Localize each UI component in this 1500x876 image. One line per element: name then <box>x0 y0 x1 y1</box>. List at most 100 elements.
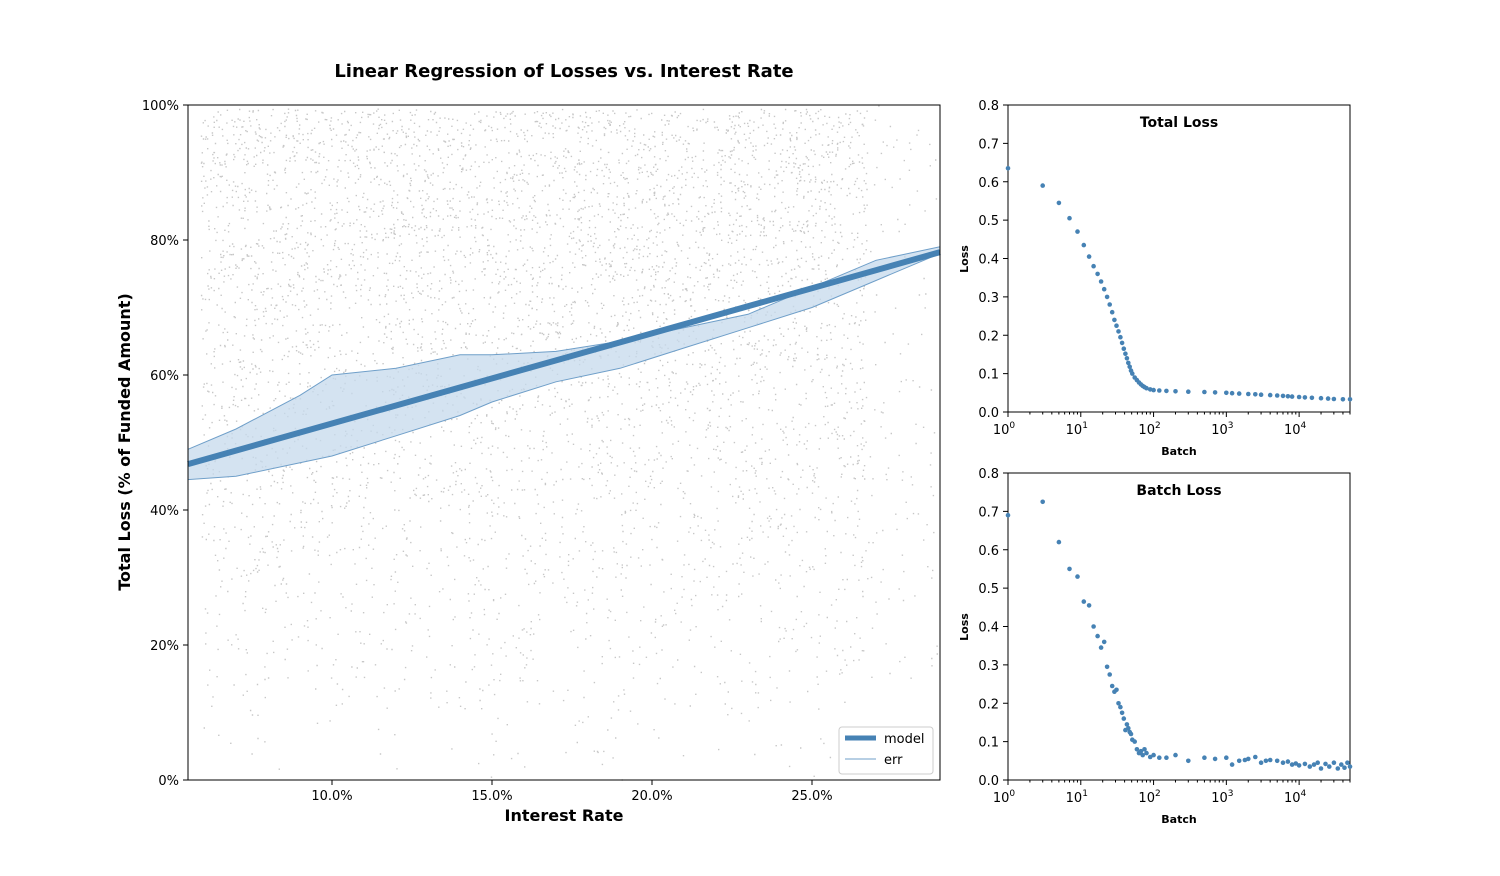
batch-loss-x-tick-label: 100 <box>993 789 1016 806</box>
total-loss-point <box>1268 393 1273 398</box>
batch-loss-point <box>1281 760 1286 765</box>
total-loss-point <box>1319 396 1324 401</box>
batch-loss-point <box>1286 759 1291 764</box>
total-loss-point <box>1290 394 1295 399</box>
batch-loss-y-tick-label: 0.3 <box>978 659 999 674</box>
batch-loss-point <box>1129 732 1134 737</box>
main-y-tick-label: 0% <box>158 774 179 789</box>
batch-loss-point <box>1105 665 1110 670</box>
total-loss-y-tick-label: 0.1 <box>978 368 999 383</box>
batch-loss-point <box>1186 759 1191 764</box>
batch-loss-point <box>1075 574 1080 579</box>
batch-loss-point <box>1040 500 1045 505</box>
total-loss-point <box>1082 243 1087 248</box>
total-loss-y-ticks: 0.00.10.20.30.40.50.60.70.8 <box>978 99 1008 421</box>
main-y-tick-label: 40% <box>150 504 179 519</box>
batch-loss-point <box>1164 755 1169 760</box>
batch-loss-x-tick-label: 104 <box>1284 789 1307 806</box>
total-loss-point <box>1332 397 1337 402</box>
batch-loss-point <box>1157 755 1162 760</box>
total-loss-y-tick-label: 0.8 <box>978 99 999 114</box>
total-loss-point <box>1125 356 1130 361</box>
total-loss-y-tick-label: 0.0 <box>978 406 999 421</box>
total-loss-point <box>1006 166 1011 171</box>
batch-loss-point <box>1144 751 1149 756</box>
batch-loss-x-tick-label: 102 <box>1138 789 1160 806</box>
total-loss-point <box>1246 392 1251 397</box>
batch-loss-point <box>1202 755 1207 760</box>
batch-loss-point <box>1102 640 1107 645</box>
total-loss-point <box>1173 389 1178 394</box>
total-loss-y-axis-label: Loss <box>958 245 971 273</box>
total-loss-point <box>1253 392 1258 397</box>
total-loss-point <box>1123 351 1128 356</box>
main-x-tick-label: 10.0% <box>311 789 352 804</box>
batch-loss-point <box>1110 684 1115 689</box>
total-loss-point <box>1107 302 1112 307</box>
batch-loss-point <box>1213 757 1218 762</box>
main-y-axis-label: Total Loss (% of Funded Amount) <box>115 293 134 591</box>
batch-loss-point <box>1006 513 1011 518</box>
batch-loss-y-axis-label: Loss <box>958 613 971 641</box>
batch-loss-point <box>1118 705 1123 710</box>
batch-loss-point <box>1259 760 1264 765</box>
total-loss-point <box>1224 391 1229 396</box>
total-loss-point <box>1114 323 1119 328</box>
total-loss-chart: Total Loss 100 101 102 103 104 0.0 0.1 0.2 0.3 0… <box>958 99 1352 458</box>
batch-loss-point <box>1230 762 1235 767</box>
total-loss-plot-frame <box>1008 105 1350 412</box>
main-y-tick-label: 20% <box>150 639 179 654</box>
batch-loss-y-tick-label: 0.4 <box>978 621 999 636</box>
batch-loss-x-axis-label: Batch <box>1161 813 1196 826</box>
batch-loss-point <box>1087 603 1092 608</box>
batch-loss-point <box>1132 739 1137 744</box>
total-loss-point <box>1110 310 1115 315</box>
total-loss-point <box>1091 264 1096 269</box>
total-loss-point <box>1112 318 1117 323</box>
total-loss-y-tick-label: 0.2 <box>978 329 999 344</box>
total-loss-point <box>1230 391 1235 396</box>
batch-loss-point <box>1268 758 1273 763</box>
batch-loss-chart: Batch Loss 100 101 102 103 104 0.00.10.20.30… <box>958 467 1352 826</box>
batch-loss-x-tick-label: 103 <box>1211 789 1233 806</box>
total-loss-title: Total Loss <box>1140 115 1218 131</box>
total-loss-point <box>1040 183 1045 188</box>
batch-loss-point <box>1082 599 1087 604</box>
batch-loss-y-tick-label: 0.6 <box>978 544 999 559</box>
batch-loss-y-tick-label: 0.0 <box>978 774 999 789</box>
batch-loss-point <box>1348 764 1353 769</box>
total-loss-x-tick-label: 100 <box>993 421 1016 438</box>
total-loss-y-tick-label: 0.3 <box>978 291 999 306</box>
batch-loss-y-tick-label: 0.7 <box>978 505 999 520</box>
total-loss-point <box>1118 335 1123 340</box>
total-loss-point <box>1326 396 1331 401</box>
batch-loss-point <box>1342 765 1347 770</box>
batch-loss-x-ticks: 100 101 102 103 104 <box>993 780 1350 806</box>
main-y-tick-label: 100% <box>142 99 179 114</box>
total-loss-point <box>1348 397 1353 402</box>
batch-loss-point <box>1297 763 1302 768</box>
total-loss-point <box>1281 394 1286 399</box>
batch-loss-plot-frame <box>1008 473 1350 780</box>
main-legend: model err <box>839 727 933 774</box>
batch-loss-point <box>1224 755 1229 760</box>
total-loss-point <box>1057 201 1062 206</box>
total-loss-point <box>1120 341 1125 346</box>
batch-loss-point <box>1323 762 1328 767</box>
total-loss-point <box>1164 389 1169 394</box>
batch-loss-y-tick-label: 0.5 <box>978 582 999 597</box>
total-loss-x-tick-label: 103 <box>1211 421 1233 438</box>
batch-loss-y-ticks: 0.0 0.1 0.2 0.3 0.4 0.5 0.6 0.7 0.8 <box>978 467 1008 789</box>
batch-loss-point <box>1275 759 1280 764</box>
total-loss-x-ticks: 100 101 102 103 104 <box>993 412 1350 438</box>
batch-loss-point <box>1122 716 1127 721</box>
total-loss-point <box>1259 392 1264 397</box>
batch-loss-y-tick-label: 0.1 <box>978 736 999 751</box>
total-loss-point <box>1151 388 1156 393</box>
total-loss-points <box>1006 166 1353 402</box>
total-loss-y-tick-label: 0.4 <box>978 253 999 268</box>
main-x-tick-label: 15.0% <box>471 789 512 804</box>
total-loss-point <box>1087 254 1092 259</box>
legend-err-label: err <box>884 753 903 768</box>
